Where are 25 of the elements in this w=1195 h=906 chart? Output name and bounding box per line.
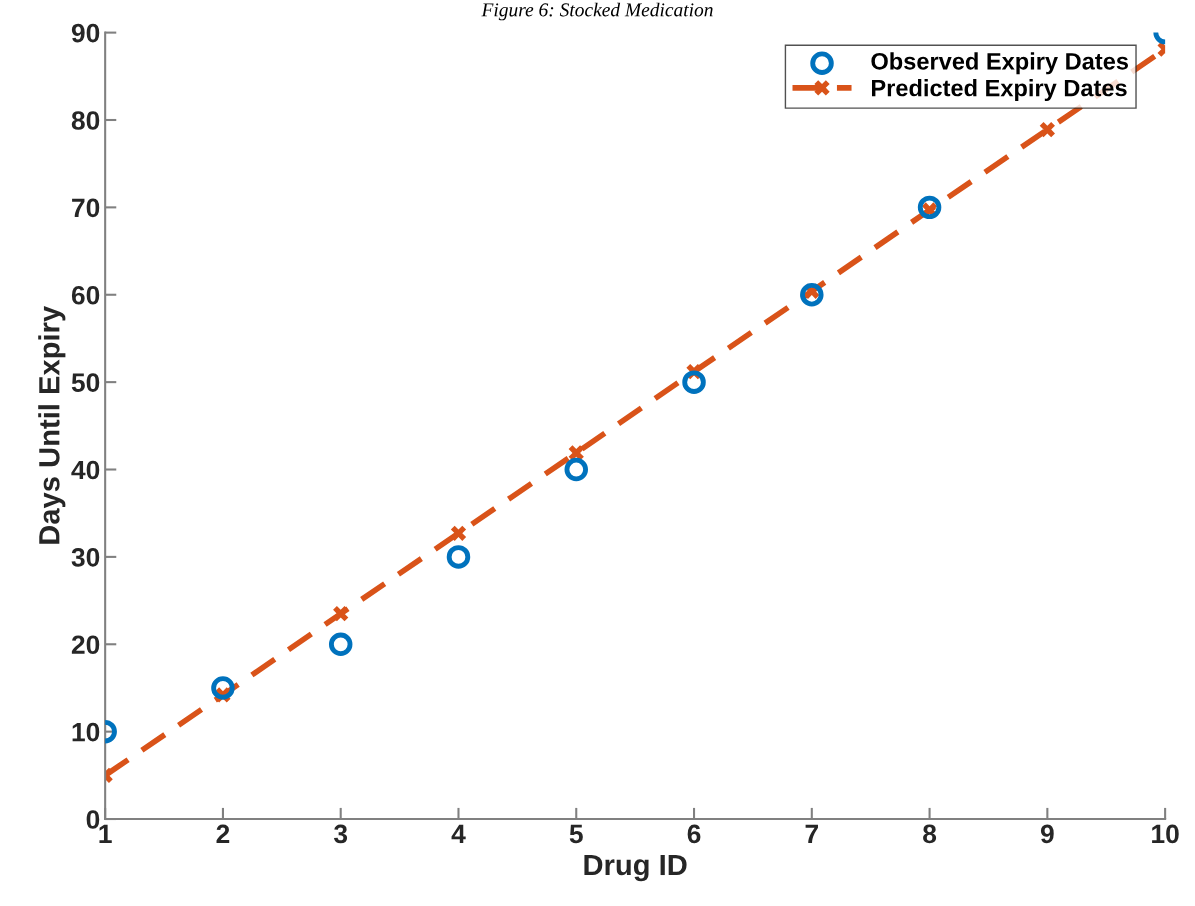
y-tick-label: 50 [71,373,100,392]
y-tick-label: 60 [71,285,100,305]
x-tick-label: 7 [805,824,818,844]
x-axis-title: Drug ID [584,854,687,882]
x-tick-label: 9 [1040,824,1054,844]
y-tick-label: 10 [72,722,100,742]
y-tick-label: 70 [72,198,100,218]
y-tick-label: 40 [71,460,100,480]
x-tick-label: 1 [99,824,112,844]
chart-title: Figure 6: Stocked Medication [481,2,713,21]
y-tick-label: 30 [71,548,100,567]
legend-label: Observed Expiry Dates [871,52,1128,75]
y-tick-label: 80 [71,111,100,130]
x-tick-label: 2 [216,824,230,844]
x-tick-label: 5 [569,824,583,844]
x-tick-label: 8 [923,824,937,844]
y-tick-label: 0 [86,810,100,829]
y-tick-label: 90 [71,23,100,43]
x-tick-label: 4 [451,824,466,844]
y-tick-label: 20 [71,635,100,655]
x-tick-label: 6 [687,824,701,844]
x-tick-label: 10 [1152,824,1179,844]
y-axis-title: Days Until Expiry [38,306,66,544]
legend-label: Predicted Expiry Dates [872,79,1127,102]
x-tick-label: 3 [333,824,348,844]
